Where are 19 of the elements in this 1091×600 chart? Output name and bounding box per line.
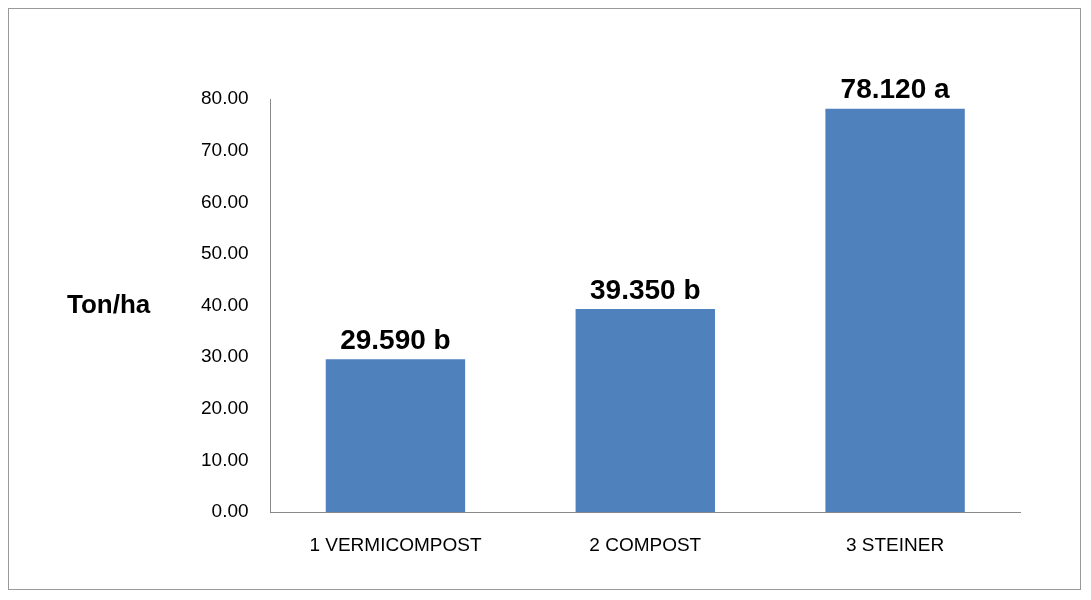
y-tick-label: 40.00 [201,293,249,315]
y-tick-label: 50.00 [201,242,249,264]
y-tick-label: 60.00 [201,190,249,212]
bar [575,308,715,513]
y-axis-title: Ton/ha [67,288,151,319]
y-tick-label: 0.00 [211,500,249,522]
data-label: 39.350 b [590,273,701,305]
data-label: 78.120 a [840,73,951,105]
x-tick-label: 1 VERMICOMPOST [309,533,482,555]
y-tick-label: 80.00 [201,87,249,109]
bar [825,108,965,513]
x-tick-label: 2 COMPOST [589,533,702,555]
x-tick-label: 3 STEINER [845,533,945,555]
y-tick-label: 20.00 [201,397,249,419]
bar [325,359,466,513]
y-tick-label: 30.00 [201,345,249,367]
y-tick-label: 70.00 [201,138,249,160]
data-label: 29.590 b [340,324,451,356]
y-tick-label: 10.00 [201,448,249,470]
